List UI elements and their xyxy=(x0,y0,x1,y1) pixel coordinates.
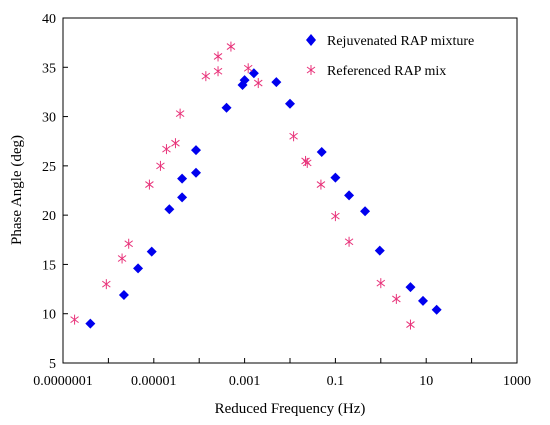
x-axis-ticks: 0.0000001 0.00001 0.001 0.1 10 1000 xyxy=(33,358,531,389)
data-point-diamond xyxy=(344,190,355,201)
data-point-diamond xyxy=(360,206,371,217)
data-point-asterisk xyxy=(70,314,79,325)
y-tick-label: 40 xyxy=(42,12,56,27)
series-1 xyxy=(70,41,415,330)
data-point-asterisk xyxy=(156,160,165,171)
data-point-asterisk xyxy=(253,78,263,89)
data-point-asterisk xyxy=(102,279,111,290)
data-point-asterisk xyxy=(213,51,223,62)
y-axis-ticks: 5 10 15 20 25 30 35 40 xyxy=(42,12,68,372)
data-point-asterisk xyxy=(316,179,326,190)
data-point-asterisk xyxy=(302,157,312,168)
data-point-asterisk xyxy=(392,293,401,304)
data-point-diamond xyxy=(85,318,96,329)
legend: Rejuvenated RAP mixture Referenced RAP m… xyxy=(306,34,474,79)
data-point-asterisk xyxy=(376,278,386,289)
data-point-asterisk xyxy=(117,253,127,264)
data-point-asterisk xyxy=(201,71,211,82)
data-point-asterisk xyxy=(226,41,236,52)
data-point-diamond xyxy=(239,75,250,86)
x-tick-label: 0.001 xyxy=(229,374,261,389)
data-point-asterisk xyxy=(175,108,185,119)
data-point-asterisk xyxy=(213,66,223,77)
y-tick-label: 30 xyxy=(42,111,56,126)
legend-entry-referenced: Referenced RAP mix xyxy=(306,64,446,79)
x-axis-title: Reduced Frequency (Hz) xyxy=(215,401,366,417)
data-point-asterisk xyxy=(243,63,253,74)
y-tick-label: 35 xyxy=(42,61,56,76)
y-tick-label: 20 xyxy=(42,209,56,224)
data-point-asterisk xyxy=(331,211,340,222)
data-point-diamond xyxy=(177,192,188,203)
data-point-diamond xyxy=(417,295,428,306)
legend-label-rejuvenated: Rejuvenated RAP mixture xyxy=(327,34,474,49)
data-point-asterisk xyxy=(344,236,354,247)
legend-marker-diamond xyxy=(306,34,316,46)
data-point-asterisk xyxy=(162,144,171,155)
data-point-asterisk xyxy=(289,131,298,142)
plot-area xyxy=(62,17,518,364)
data-point-diamond xyxy=(118,289,129,300)
x-tick-label: 1000 xyxy=(503,374,531,389)
y-tick-label: 25 xyxy=(42,160,56,175)
legend-entry-rejuvenated: Rejuvenated RAP mixture xyxy=(306,34,474,49)
data-point-diamond xyxy=(405,282,416,293)
y-tick-label: 15 xyxy=(42,258,56,273)
data-point-diamond xyxy=(431,304,442,315)
data-point-diamond xyxy=(271,77,282,88)
data-point-diamond xyxy=(190,167,201,178)
x-tick-label: 0.00001 xyxy=(131,374,177,389)
legend-label-referenced: Referenced RAP mix xyxy=(327,64,446,79)
series-layer xyxy=(70,41,442,330)
series-0 xyxy=(85,68,442,329)
data-point-asterisk xyxy=(171,138,180,149)
data-point-diamond xyxy=(285,98,295,109)
data-point-asterisk xyxy=(124,238,134,249)
data-point-diamond xyxy=(133,263,144,274)
data-point-diamond xyxy=(146,246,157,257)
data-point-diamond xyxy=(164,204,175,215)
data-point-diamond xyxy=(221,102,232,113)
x-tick-label: 0.1 xyxy=(327,374,345,389)
data-point-diamond xyxy=(190,145,201,156)
data-point-asterisk xyxy=(406,319,415,330)
x-tick-label: 10 xyxy=(419,374,433,389)
data-point-asterisk xyxy=(145,179,154,190)
data-point-diamond xyxy=(330,172,341,183)
data-point-diamond xyxy=(374,245,385,256)
y-axis-title: Phase Angle (deg) xyxy=(9,135,25,245)
y-tick-label: 5 xyxy=(49,357,56,372)
legend-marker-asterisk xyxy=(306,65,316,75)
x-tick-label: 0.0000001 xyxy=(33,374,93,389)
y-tick-label: 10 xyxy=(42,308,56,323)
data-point-diamond xyxy=(316,147,327,158)
data-point-diamond xyxy=(177,173,188,184)
